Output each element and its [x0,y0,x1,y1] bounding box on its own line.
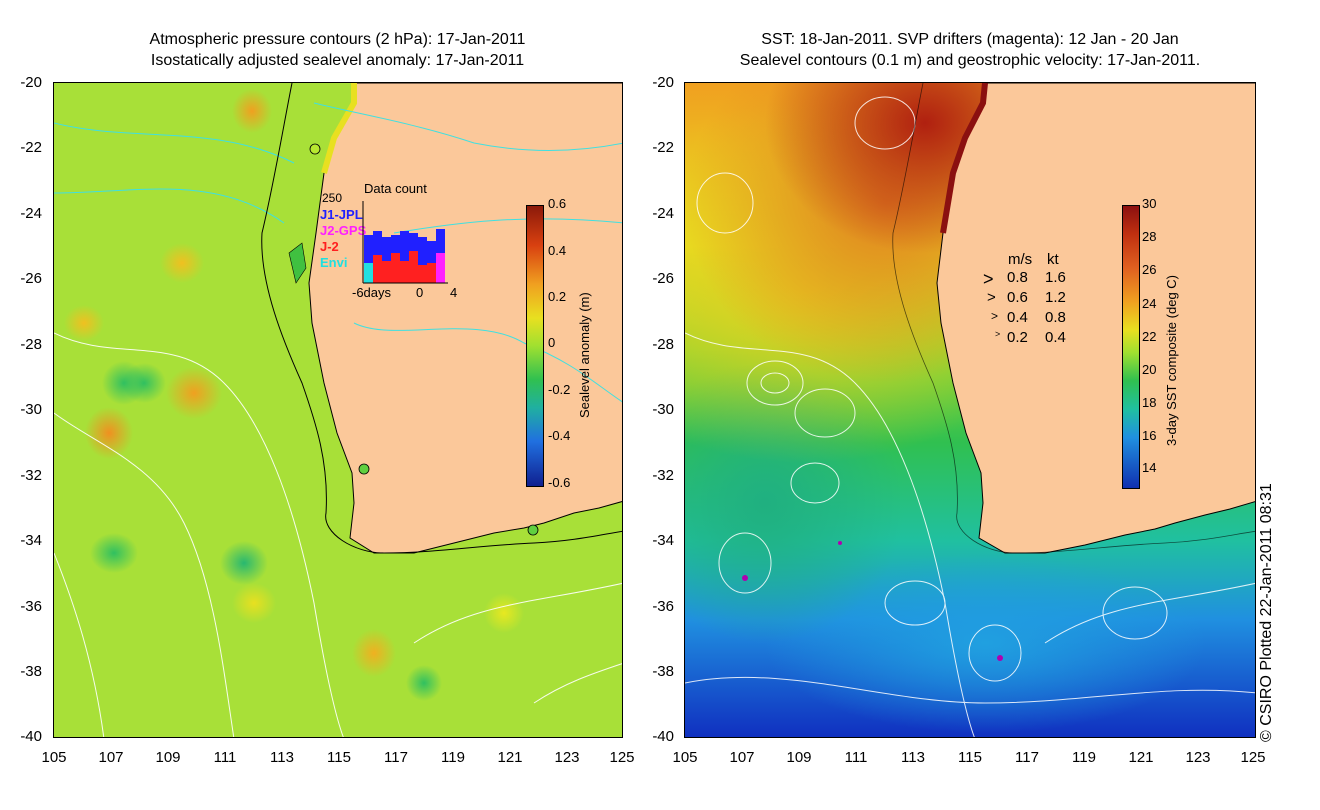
left-ytick-8: -34 [20,532,42,549]
right-ytick-4: -26 [652,270,674,287]
left-ytick-1: -20 [20,74,42,91]
vel-legend-kt-3: 0.8 [1045,309,1066,326]
left-ytick-9: -36 [20,598,42,615]
right-ytick-6: -30 [652,401,674,418]
left-xtick-11: 125 [609,749,635,766]
copyright-label: © CSIRO Plotted 22-Jan-2011 08:31 [1258,483,1275,742]
inset-xtick-3: 4 [450,285,458,300]
right-cb-tick-4: 24 [1142,296,1157,311]
right-ytick-2: -22 [652,139,674,156]
vel-arrow-1: > [983,269,994,289]
inset-xtick-2: 0 [416,285,424,300]
left-xtick-8: 119 [441,749,465,766]
right-title-line2: Sealevel contours (0.1 m) and geostrophi… [739,52,1201,69]
vel-legend-ms-3: 0.4 [1007,309,1028,326]
inset-xtick-1: -6days [352,285,392,300]
left-xtick-2: 107 [98,749,124,766]
left-colorbar [526,205,544,487]
right-cb-tick-5: 22 [1142,329,1157,344]
inset-ymax: 250 [322,191,343,205]
inset-mission-2: J2-GPS [320,223,367,238]
right-ytick-7: -32 [652,467,674,484]
left-ytick-5: -28 [20,336,42,353]
right-cb-tick-2: 28 [1142,229,1157,244]
right-ytick-5: -28 [652,336,674,353]
left-xtick-10: 123 [554,749,580,766]
right-ytick-10: -38 [652,663,674,680]
right-cb-tick-8: 16 [1142,428,1157,443]
vel-legend-kt-4: 0.4 [1045,329,1066,346]
left-xtick-6: 115 [327,749,351,766]
vel-legend-header-ms: m/s [1008,251,1033,268]
right-colorbar [1122,205,1140,489]
left-ytick-7: -32 [20,467,42,484]
right-cb-tick-6: 20 [1142,362,1157,377]
left-ytick-11: -40 [20,728,42,745]
inset-bars [362,201,448,284]
vel-legend-ms-4: 0.2 [1007,329,1028,346]
vel-arrow-4: > [995,329,1001,339]
inset-mission-3: J-2 [320,239,339,254]
right-xtick-5: 113 [901,749,925,766]
right-ytick-3: -24 [652,205,674,222]
inset-mission-4: Envi [320,255,348,270]
left-title-line1: Atmospheric pressure contours (2 hPa): 1… [149,31,526,48]
right-xtick-2: 107 [729,749,755,766]
left-cb-tick-7: -0.6 [548,475,571,490]
right-map: m/s kt > 0.8 1.6 > 0.6 1.2 > 0.4 0.8 > 0… [684,82,1256,738]
left-cb-tick-6: -0.4 [548,428,571,443]
left-cb-tick-2: 0.4 [548,243,567,258]
left-cb-tick-5: -0.2 [548,382,571,397]
vel-arrow-3: > [991,309,999,323]
left-xtick-7: 117 [384,749,408,766]
left-xtick-9: 121 [497,749,523,766]
left-ytick-2: -22 [20,139,42,156]
left-cb-tick-1: 0.6 [548,196,567,211]
right-ytick-9: -36 [652,598,674,615]
right-xtick-8: 119 [1072,749,1096,766]
right-xtick-11: 125 [1240,749,1266,766]
vel-legend-ms-2: 0.6 [1007,289,1028,306]
right-ytick-8: -34 [652,532,674,549]
right-xtick-7: 117 [1015,749,1039,766]
left-ytick-4: -26 [20,270,42,287]
right-cb-tick-3: 26 [1142,262,1157,277]
left-map: Data count 250 J1-JPL J2-GPS J-2 Envi -6… [53,82,623,738]
right-cb-title: 3-day SST composite (deg C) [1164,275,1179,446]
right-xtick-6: 115 [958,749,982,766]
left-xtick-4: 111 [213,749,237,766]
right-title-line1: SST: 18-Jan-2011. SVP drifters (magenta)… [761,31,1179,48]
left-xtick-5: 113 [270,749,294,766]
left-xtick-3: 109 [155,749,181,766]
right-cb-tick-9: 14 [1142,460,1157,475]
right-xtick-3: 109 [786,749,812,766]
right-ytick-11: -40 [652,728,674,745]
left-title-line2: Isostatically adjusted sealevel anomaly:… [150,52,525,69]
inset-mission-1: J1-JPL [320,207,363,222]
left-cb-title: Sealevel anomaly (m) [577,292,592,418]
right-xtick-4: 111 [844,749,868,766]
vel-legend-ms-1: 0.8 [1007,269,1028,286]
left-cb-tick-4: 0 [548,335,556,350]
right-cb-tick-7: 18 [1142,395,1157,410]
right-ytick-1: -20 [652,74,674,91]
right-xtick-10: 123 [1185,749,1211,766]
left-ytick-3: -24 [20,205,42,222]
vel-legend-header-kt: kt [1047,251,1059,268]
left-ytick-6: -30 [20,401,42,418]
right-cb-tick-1: 30 [1142,196,1157,211]
vel-legend-kt-1: 1.6 [1045,269,1066,286]
left-cb-tick-3: 0.2 [548,289,567,304]
left-ytick-10: -38 [20,663,42,680]
vel-legend-kt-2: 1.2 [1045,289,1066,306]
inset-title: Data count [364,181,427,196]
vel-arrow-2: > [987,289,996,306]
right-xtick-1: 105 [672,749,698,766]
right-land-svg [685,83,1255,737]
left-xtick-1: 105 [41,749,67,766]
right-xtick-9: 121 [1128,749,1154,766]
